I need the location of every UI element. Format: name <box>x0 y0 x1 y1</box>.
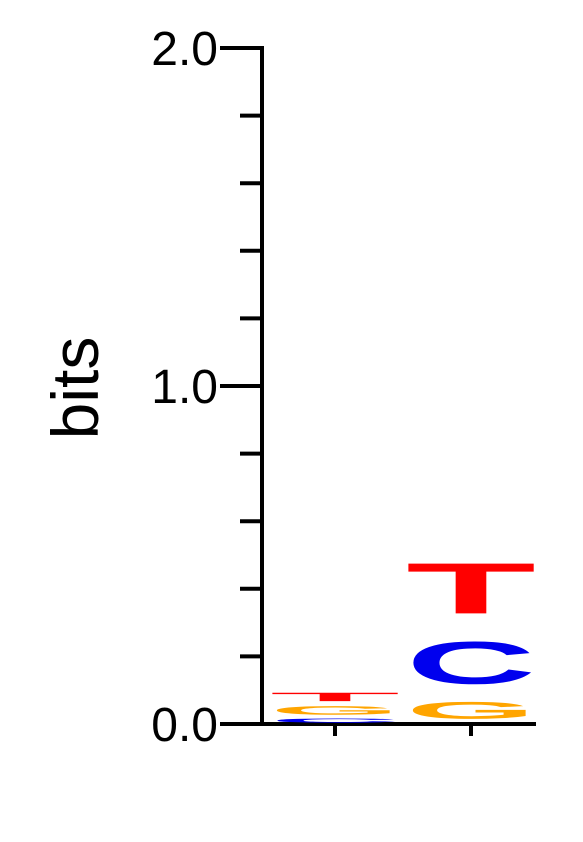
y-axis-title: bits <box>38 337 112 440</box>
y-tick-label: 2.0 <box>151 23 218 76</box>
stack-position-1: CGT <box>270 690 400 724</box>
letter-c: C <box>406 629 536 696</box>
y-tick-label: 0.0 <box>151 699 218 752</box>
letter-c: C <box>270 717 400 724</box>
letter-t: T <box>406 548 536 629</box>
letter-g: G <box>406 697 536 724</box>
letter-g: G <box>270 704 400 717</box>
y-tick-label: 1.0 <box>151 361 218 414</box>
letter-t: T <box>270 690 400 703</box>
stack-position-2: GCT <box>406 548 536 724</box>
